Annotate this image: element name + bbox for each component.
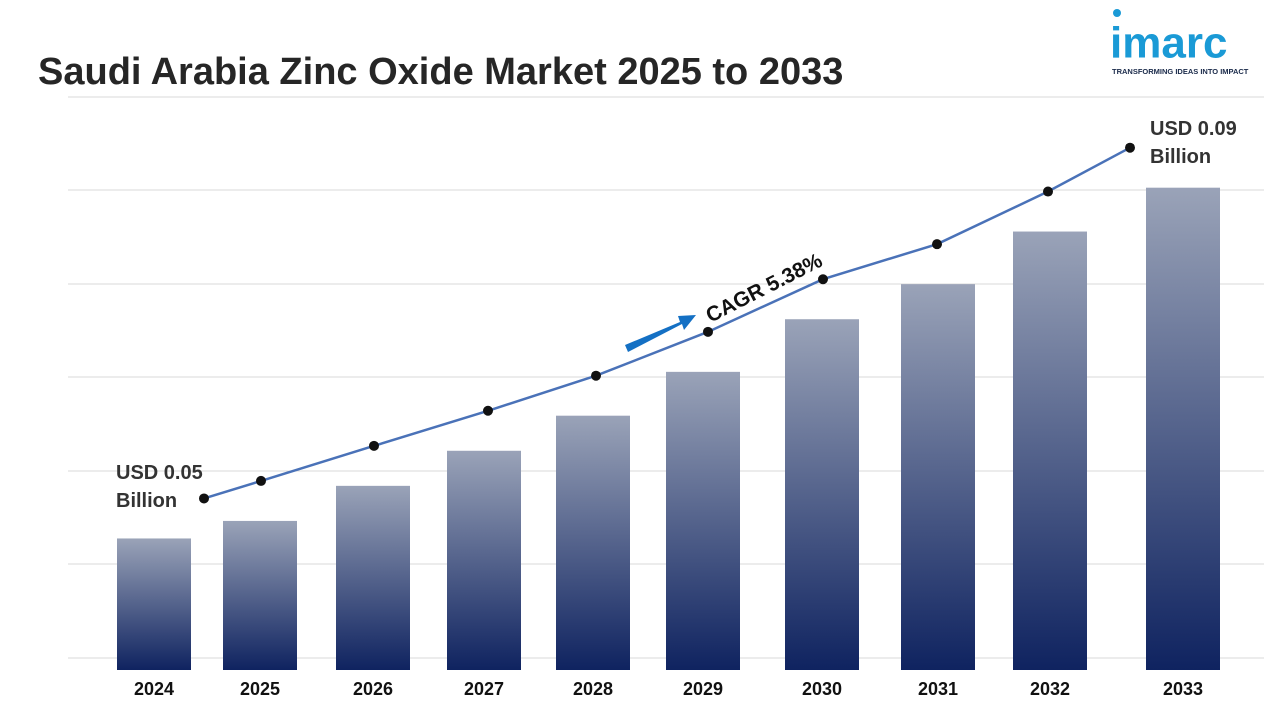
value-label: USD 0.05 Billion [116, 462, 203, 512]
logo-name: imarc [1110, 19, 1227, 68]
line-marker [483, 405, 493, 416]
line-marker [932, 239, 942, 250]
x-tick-label: 2028 [573, 679, 613, 699]
bar [666, 371, 740, 670]
value-label-line: USD 0.09 [1150, 118, 1237, 140]
x-tick-label: 2027 [464, 679, 504, 699]
cagr-arrow [625, 315, 696, 352]
value-label-line: Billion [1150, 146, 1211, 168]
x-tick-label: 2025 [240, 679, 280, 699]
line-marker [1043, 186, 1053, 197]
bar [117, 538, 191, 670]
bar [901, 284, 975, 670]
line-marker [369, 440, 379, 451]
line-marker [591, 370, 601, 381]
x-tick-label: 2033 [1163, 679, 1203, 699]
logo: imarc TRANSFORMING IDEAS INTO IMPACT [1110, 9, 1249, 76]
line-marker [703, 326, 713, 337]
trend-line [203, 146, 1131, 500]
x-tick-label: 2024 [134, 679, 174, 699]
line-marker [818, 274, 828, 285]
bar [556, 415, 630, 670]
chart-title: Saudi Arabia Zinc Oxide Market 2025 to 2… [38, 51, 843, 93]
value-label-line: Billion [116, 490, 177, 512]
x-tick-label: 2032 [1030, 679, 1070, 699]
x-tick-label: 2030 [802, 679, 842, 699]
bar [336, 485, 410, 670]
logo-dot [1113, 9, 1121, 17]
value-label: USD 0.09 Billion [1150, 118, 1237, 168]
bar [1013, 231, 1087, 671]
line-marker [199, 493, 209, 504]
x-tick-label: 2026 [353, 679, 393, 699]
bar [223, 520, 297, 670]
line-marker [256, 475, 266, 486]
bar [1146, 187, 1220, 670]
value-label-line: USD 0.05 [116, 462, 203, 484]
logo-tagline: TRANSFORMING IDEAS INTO IMPACT [1112, 67, 1249, 76]
x-tick-label: 2031 [918, 679, 958, 699]
cagr-label: CAGR 5.38% [702, 249, 826, 327]
line-marker [1125, 142, 1135, 153]
x-tick-label: 2029 [683, 679, 723, 699]
bar [785, 319, 859, 670]
bar [447, 450, 521, 670]
